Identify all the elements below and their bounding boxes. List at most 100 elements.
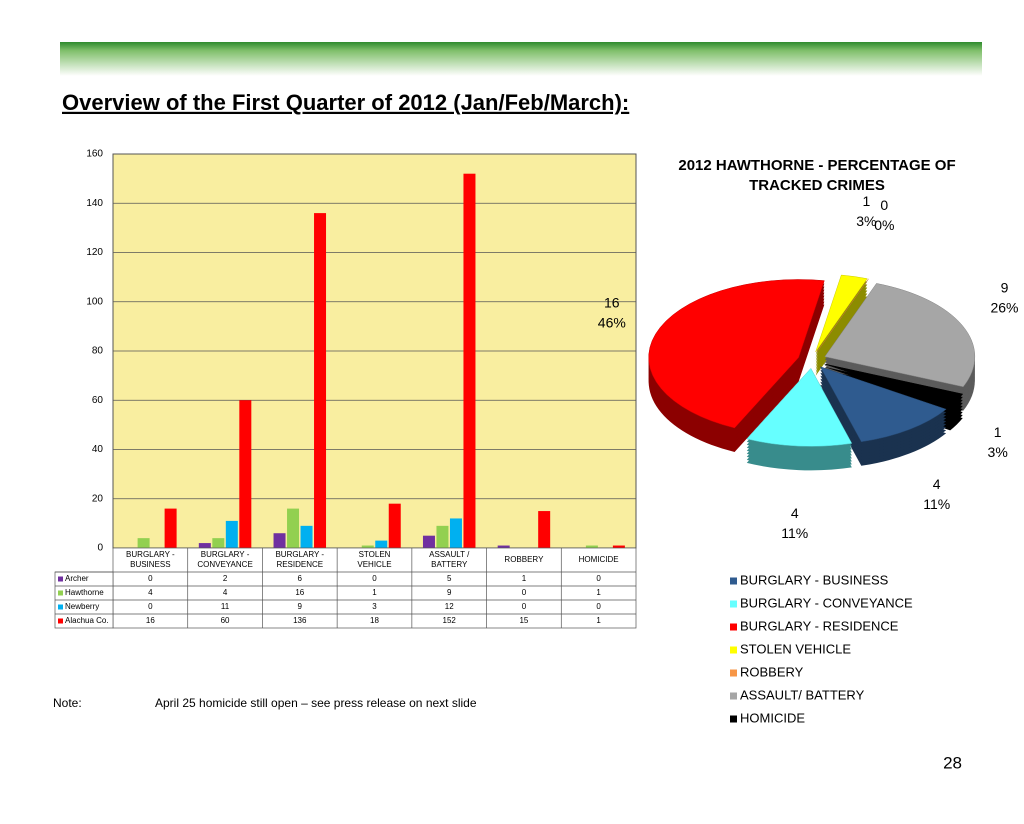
data-label: 1 xyxy=(994,424,1002,440)
bar xyxy=(314,213,327,548)
table-cell: 136 xyxy=(293,616,307,625)
legend-label: ROBBERY xyxy=(740,664,804,679)
x-tick-label: ASSAULT / BATTERY xyxy=(429,550,470,569)
data-label: 3% xyxy=(988,444,1008,460)
legend-label: Alachua Co. xyxy=(65,616,109,625)
table-cell: 18 xyxy=(370,616,379,625)
bar xyxy=(463,173,476,548)
bar xyxy=(164,508,177,548)
bar xyxy=(612,545,625,548)
slice xyxy=(824,283,976,388)
table-cell: 4 xyxy=(148,588,153,597)
pie-title: 2012 HAWTHORNE - PERCENTAGE OF TRACKED CR… xyxy=(678,157,955,194)
note-label: Note: xyxy=(53,696,82,710)
bar xyxy=(538,511,551,548)
legend-swatch xyxy=(730,577,737,585)
bar xyxy=(300,525,313,548)
y-tick-label: 100 xyxy=(86,296,103,307)
bar xyxy=(273,533,286,548)
table-cell: 152 xyxy=(443,616,457,625)
bar xyxy=(361,545,374,548)
table-cell: 0 xyxy=(372,574,377,583)
data-label: 11% xyxy=(781,525,808,541)
slice-side xyxy=(815,281,868,358)
bar xyxy=(436,525,449,548)
data-label: 11% xyxy=(923,496,950,512)
y-tick-label: 40 xyxy=(92,444,104,455)
table-cell: 15 xyxy=(519,616,528,625)
x-tick-label: HOMICIDE xyxy=(579,555,619,564)
legend-label: STOLEN VEHICLE xyxy=(740,641,851,656)
data-label: 16 xyxy=(604,295,620,311)
table-cell: 0 xyxy=(596,602,601,611)
bar xyxy=(225,520,238,548)
y-tick-label: 0 xyxy=(97,543,103,554)
legend-swatch xyxy=(730,669,737,677)
slice-side xyxy=(815,293,868,370)
table-cell: 0 xyxy=(522,602,527,611)
legend-label: BURGLARY - RESIDENCE xyxy=(740,618,899,633)
slice-side xyxy=(815,290,868,367)
data-label: 4 xyxy=(791,505,799,521)
data-label: 26% xyxy=(990,300,1018,316)
header-band xyxy=(60,42,982,76)
data-label: 4 xyxy=(933,476,941,492)
bar xyxy=(388,503,401,548)
slice-side xyxy=(815,284,868,361)
table-cell: 2 xyxy=(223,574,228,583)
bar xyxy=(137,538,150,548)
legend-swatch xyxy=(58,604,63,610)
bar xyxy=(287,508,300,548)
page-number: 28 xyxy=(943,753,962,772)
slide-title: Overview of the First Quarter of 2012 (J… xyxy=(62,90,629,115)
data-label: 3% xyxy=(856,213,876,229)
legend-label: BURGLARY - CONVEYANCE xyxy=(740,595,913,610)
y-tick-label: 140 xyxy=(86,198,103,209)
slice xyxy=(746,367,853,447)
x-tick-label: ROBBERY xyxy=(504,555,544,564)
table-cell: 0 xyxy=(596,574,601,583)
x-tick-label: BURGLARY -CONVEYANCE xyxy=(197,550,252,569)
table-cell: 6 xyxy=(298,574,303,583)
bar xyxy=(212,538,225,548)
data-label: 46% xyxy=(598,315,626,331)
legend-swatch xyxy=(730,692,737,700)
x-tick-label: BURGLARY -RESIDENCE xyxy=(275,550,324,569)
table-cell: 0 xyxy=(522,588,527,597)
legend-swatch xyxy=(730,623,737,631)
legend-label: HOMICIDE xyxy=(740,710,805,725)
bar xyxy=(497,545,510,548)
table-cell: 1 xyxy=(596,616,601,625)
slice xyxy=(648,279,825,429)
bar xyxy=(375,540,388,548)
table-cell: 4 xyxy=(223,588,228,597)
y-tick-label: 160 xyxy=(86,149,103,160)
y-tick-label: 120 xyxy=(86,247,103,258)
table-cell: 60 xyxy=(221,616,230,625)
legend-swatch xyxy=(58,618,63,624)
bar xyxy=(585,545,598,548)
legend-label: Hawthorne xyxy=(65,588,104,597)
y-tick-label: 20 xyxy=(92,493,104,504)
x-tick-label: STOLEN VEHICLE xyxy=(357,550,391,569)
bar xyxy=(239,400,252,548)
table-cell: 5 xyxy=(447,574,452,583)
legend-swatch xyxy=(730,646,737,654)
x-tick-label: BURGLARY -BUSINESS xyxy=(126,550,175,569)
slice xyxy=(824,363,964,407)
legend-swatch xyxy=(58,576,63,582)
table-cell: 11 xyxy=(221,602,230,611)
legend-swatch xyxy=(730,715,737,723)
legend-swatch xyxy=(58,590,63,596)
legend-label: Newberry xyxy=(65,602,99,611)
table-frame xyxy=(112,547,637,629)
table-cell: 0 xyxy=(148,574,153,583)
table-cell: 1 xyxy=(522,574,527,583)
table-cell: 9 xyxy=(447,588,452,597)
bar xyxy=(198,543,211,548)
data-label: 0 xyxy=(880,197,888,213)
bar xyxy=(449,518,462,548)
slice-side xyxy=(815,287,868,364)
table-cell: 0 xyxy=(148,602,153,611)
table-cell: 16 xyxy=(295,588,304,597)
